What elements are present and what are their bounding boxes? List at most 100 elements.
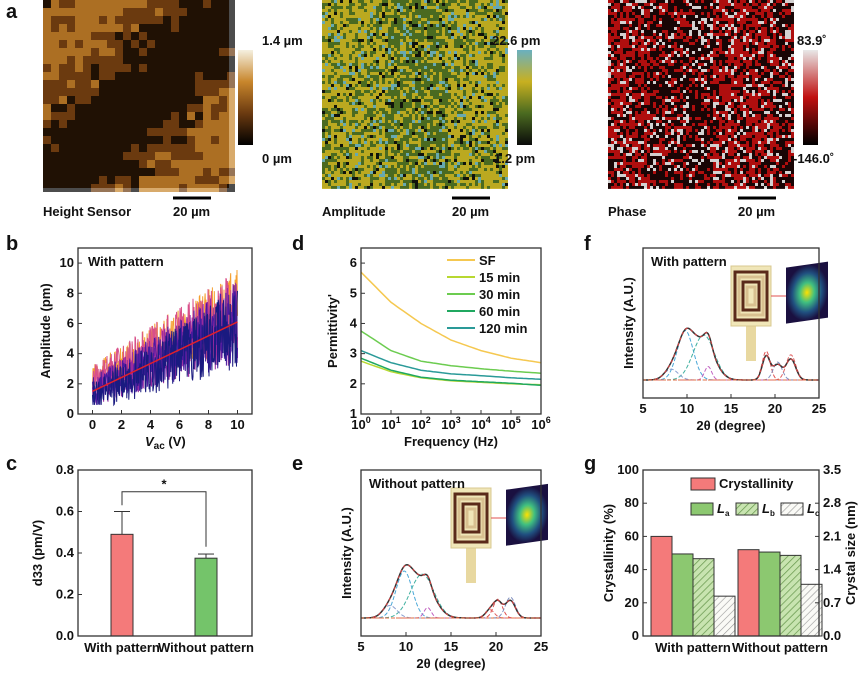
afm-pixel (427, 186, 430, 189)
image-label: Height Sensor (43, 204, 131, 219)
afm-pixel (409, 105, 412, 108)
afm-pixel (364, 27, 367, 30)
afm-pixel (415, 66, 418, 69)
afm-pixel (430, 165, 433, 168)
afm-pixel (490, 135, 493, 138)
afm-pixel (403, 132, 406, 135)
afm-pixel (707, 15, 710, 18)
afm-pixel (361, 72, 364, 75)
afm-pixel (388, 120, 391, 123)
afm-pixel (457, 177, 460, 180)
afm-pixel (394, 0, 397, 3)
afm-pixel (403, 90, 406, 93)
afm-pixel (211, 144, 219, 152)
afm-pixel (403, 177, 406, 180)
afm-pixel (743, 15, 746, 18)
afm-pixel (364, 24, 367, 27)
afm-pixel (454, 18, 457, 21)
afm-pixel (430, 33, 433, 36)
afm-pixel (325, 174, 328, 177)
afm-pixel (349, 129, 352, 132)
afm-pixel (752, 9, 755, 12)
afm-pixel (370, 48, 373, 51)
afm-pixel (355, 72, 358, 75)
afm-pixel (219, 48, 227, 56)
afm-pixel (382, 66, 385, 69)
afm-pixel (448, 33, 451, 36)
afm-pixel (421, 15, 424, 18)
afm-pixel (427, 105, 430, 108)
afm-pixel (505, 72, 508, 75)
afm-pixel (187, 0, 195, 8)
afm-pixel (385, 135, 388, 138)
afm-pixel (493, 81, 496, 84)
afm-pixel (677, 6, 680, 9)
afm-pixel (436, 30, 439, 33)
afm-pixel (743, 12, 746, 15)
afm-pixel (463, 120, 466, 123)
afm-pixel (463, 132, 466, 135)
afm-pixel (499, 60, 502, 63)
afm-pixel (436, 3, 439, 6)
afm-pixel (379, 12, 382, 15)
afm-pixel (352, 126, 355, 129)
afm-pixel (334, 99, 337, 102)
afm-pixel (460, 60, 463, 63)
afm-pixel (99, 144, 107, 152)
scale-bar-label: 20 µm (452, 204, 489, 219)
afm-pixel (454, 96, 457, 99)
afm-pixel (502, 60, 505, 63)
afm-pixel (397, 9, 400, 12)
afm-pixel (499, 120, 502, 123)
afm-pixel (776, 9, 779, 12)
afm-pixel (364, 186, 367, 189)
afm-pixel (334, 6, 337, 9)
afm-pixel (325, 75, 328, 78)
afm-pixel (725, 6, 728, 9)
afm-pixel (505, 24, 508, 27)
afm-pixel (367, 102, 370, 105)
afm-pixel (481, 69, 484, 72)
afm-pixel (481, 108, 484, 111)
afm-pixel (394, 51, 397, 54)
afm-pixel (397, 162, 400, 165)
afm-pixel (502, 183, 505, 186)
afm-pixel (367, 165, 370, 168)
afm-pixel (499, 54, 502, 57)
afm-pixel (391, 117, 394, 120)
afm-pixel (490, 99, 493, 102)
afm-pixel (337, 84, 340, 87)
afm-pixel (337, 147, 340, 150)
afm-pixel (367, 42, 370, 45)
afm-pixel (227, 16, 235, 24)
afm-pixel (493, 21, 496, 24)
afm-pixel (155, 72, 163, 80)
afm-pixel (379, 177, 382, 180)
afm-pixel (51, 80, 59, 88)
afm-pixel (403, 174, 406, 177)
afm-pixel (388, 123, 391, 126)
afm-pixel (227, 96, 235, 104)
afm-pixel (361, 15, 364, 18)
afm-pixel (325, 144, 328, 147)
afm-pixel (725, 0, 728, 3)
afm-pixel (466, 117, 469, 120)
afm-pixel (340, 126, 343, 129)
afm-pixel (421, 99, 424, 102)
afm-pixel (364, 30, 367, 33)
afm-pixel (469, 99, 472, 102)
afm-pixel (490, 66, 493, 69)
afm-pixel (373, 186, 376, 189)
afm-pixel (163, 144, 171, 152)
afm-pixel (499, 180, 502, 183)
afm-pixel (322, 66, 325, 69)
afm-pixel (427, 27, 430, 30)
afm-pixel (502, 156, 505, 159)
afm-pixel (337, 144, 340, 147)
afm-pixel (400, 18, 403, 21)
afm-pixel (83, 32, 91, 40)
afm-pixel (352, 21, 355, 24)
afm-pixel (725, 3, 728, 6)
afm-pixel (346, 141, 349, 144)
afm-pixel (334, 117, 337, 120)
